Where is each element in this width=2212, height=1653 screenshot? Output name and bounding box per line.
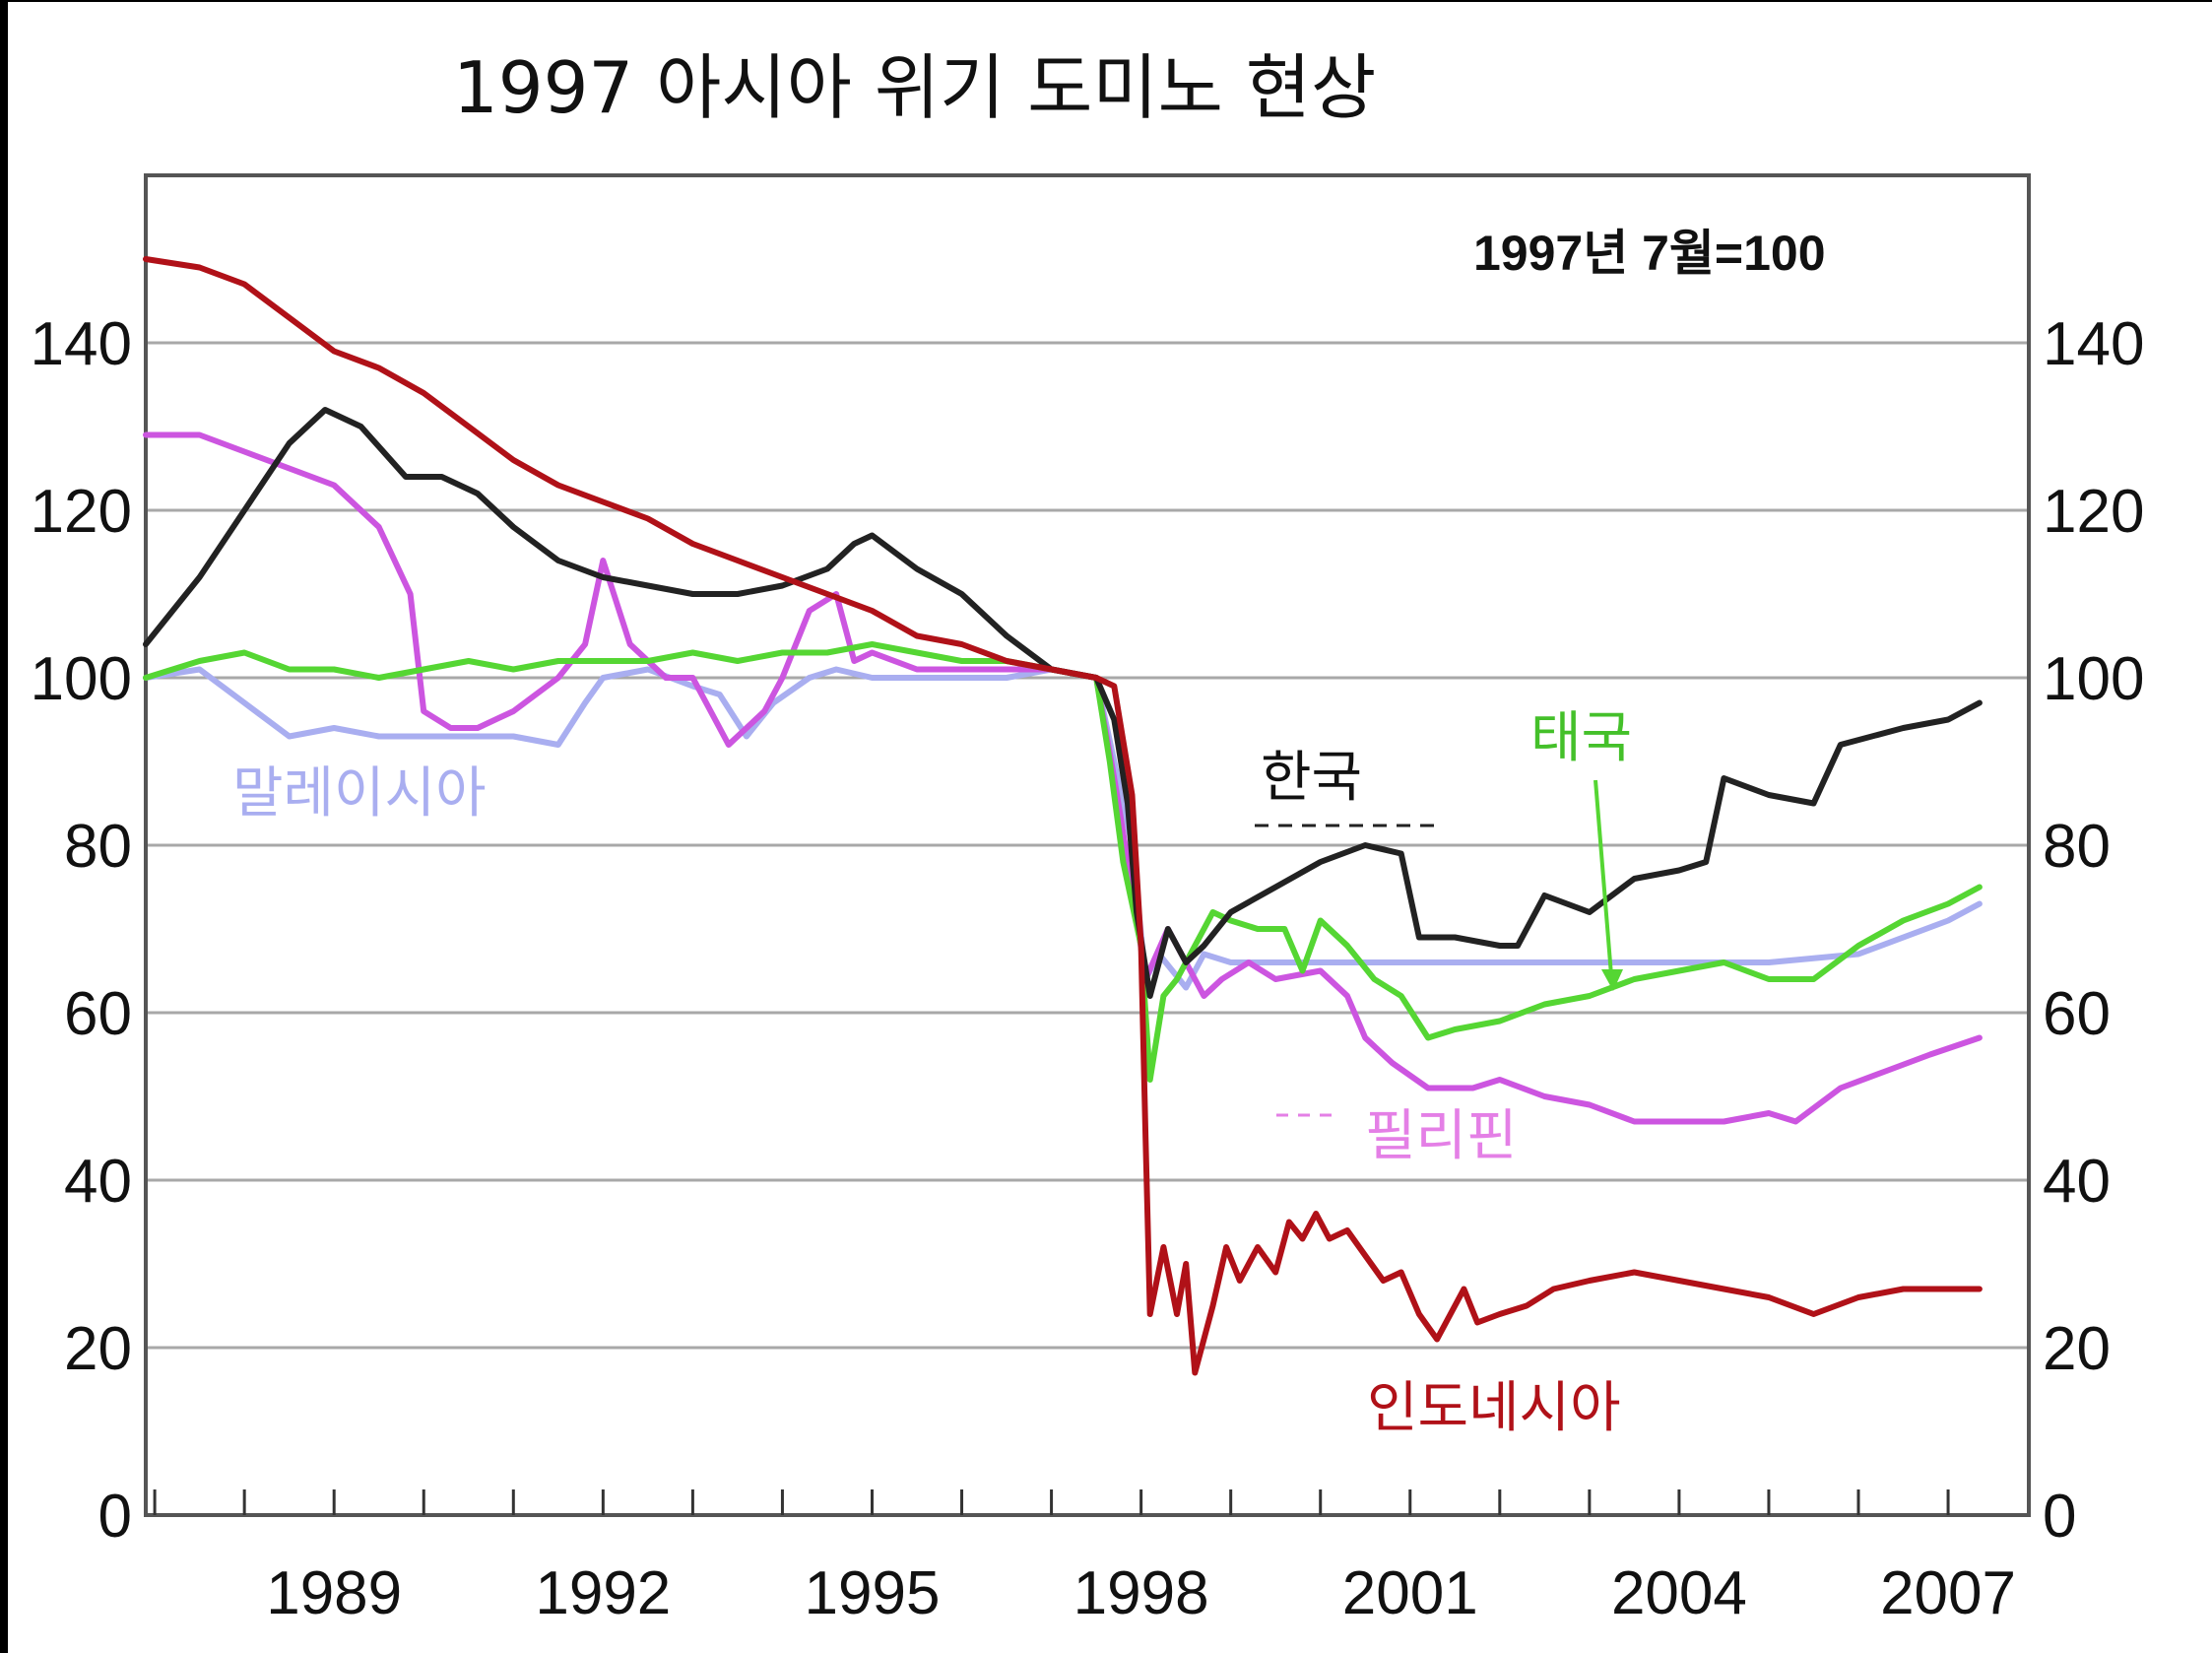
y-tick-right-140: 140 bbox=[2043, 310, 2144, 378]
y-tick-left-40: 40 bbox=[64, 1148, 132, 1216]
y-tick-left-20: 20 bbox=[64, 1315, 132, 1383]
x-axis-ticks bbox=[153, 1489, 1950, 1515]
y-axis-left-labels: 0 20 40 60 80 100 120 140 bbox=[31, 310, 132, 1551]
series-line-한국 bbox=[143, 407, 1983, 999]
y-tick-left-80: 80 bbox=[64, 813, 132, 881]
y-tick-right-0: 0 bbox=[2043, 1483, 2076, 1551]
y-tick-left-60: 60 bbox=[64, 980, 132, 1048]
plot-border bbox=[144, 173, 2031, 1517]
y-tick-right-100: 100 bbox=[2043, 645, 2144, 713]
y-axis-right-labels: 0 20 40 60 80 100 120 140 bbox=[2043, 310, 2144, 1551]
label-thailand: 태국 bbox=[1530, 706, 1632, 770]
x-tick-label-1992: 1992 bbox=[535, 1559, 671, 1627]
y-tick-right-40: 40 bbox=[2043, 1148, 2111, 1216]
label-thailand-leader bbox=[1594, 779, 1613, 976]
label-indonesia: 인도네시아 bbox=[1367, 1376, 1621, 1440]
series-line-인도네시아 bbox=[143, 256, 1983, 1376]
x-tick-label-1998: 1998 bbox=[1073, 1559, 1209, 1627]
y-tick-right-20: 20 bbox=[2043, 1315, 2111, 1383]
label-thailand-arrow bbox=[1601, 969, 1623, 991]
y-tick-left-0: 0 bbox=[98, 1483, 132, 1551]
y-tick-left-120: 120 bbox=[31, 478, 132, 546]
label-malaysia: 말레이시아 bbox=[232, 761, 487, 826]
gridlines bbox=[146, 341, 2029, 1350]
x-tick-label-1995: 1995 bbox=[805, 1559, 941, 1627]
y-tick-right-80: 80 bbox=[2043, 813, 2111, 881]
y-tick-left-140: 140 bbox=[31, 310, 132, 378]
x-tick-label-2004: 2004 bbox=[1611, 1559, 1747, 1627]
x-tick-label-1989: 1989 bbox=[266, 1559, 402, 1627]
series-line-말레이시아 bbox=[143, 666, 1983, 991]
x-tick-label-2007: 2007 bbox=[1880, 1559, 2016, 1627]
label-korea: 한국 bbox=[1261, 746, 1362, 810]
x-tick-label-2001: 2001 bbox=[1342, 1559, 1478, 1627]
chart-title: 1997 아시아 위기 도미노 현상 bbox=[453, 46, 1376, 129]
y-tick-left-100: 100 bbox=[31, 645, 132, 713]
label-philippines: 필리핀 bbox=[1365, 1104, 1518, 1168]
base-note: 1997년 7월=100 bbox=[1473, 226, 1826, 281]
x-axis-labels: 1989 1992 1995 1998 2001 2004 2007 bbox=[266, 1559, 2016, 1627]
y-tick-right-120: 120 bbox=[2043, 478, 2144, 546]
y-tick-right-60: 60 bbox=[2043, 980, 2111, 1048]
